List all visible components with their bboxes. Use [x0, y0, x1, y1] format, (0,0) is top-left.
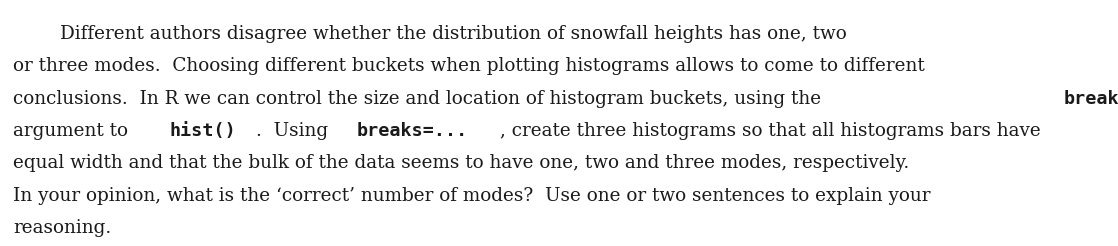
Text: , create three histograms so that all histograms bars have: , create three histograms so that all hi…: [500, 122, 1041, 140]
Text: breaks=...: breaks=...: [1063, 90, 1118, 108]
Text: .  Using: . Using: [256, 122, 333, 140]
Text: reasoning.: reasoning.: [13, 219, 112, 237]
Text: In your opinion, what is the ‘correct’ number of modes?  Use one or two sentence: In your opinion, what is the ‘correct’ n…: [13, 187, 931, 205]
Text: Different authors disagree whether the distribution of snowfall heights has one,: Different authors disagree whether the d…: [13, 25, 847, 43]
Text: hist(): hist(): [170, 122, 236, 140]
Text: conclusions.  In R we can control the size and location of histogram buckets, us: conclusions. In R we can control the siz…: [13, 90, 827, 108]
Text: equal width and that the bulk of the data seems to have one, two and three modes: equal width and that the bulk of the dat…: [13, 154, 910, 172]
Text: breaks=...: breaks=...: [357, 122, 467, 140]
Text: or three modes.  Choosing different buckets when plotting histograms allows to c: or three modes. Choosing different bucke…: [13, 57, 926, 75]
Text: argument to: argument to: [13, 122, 134, 140]
